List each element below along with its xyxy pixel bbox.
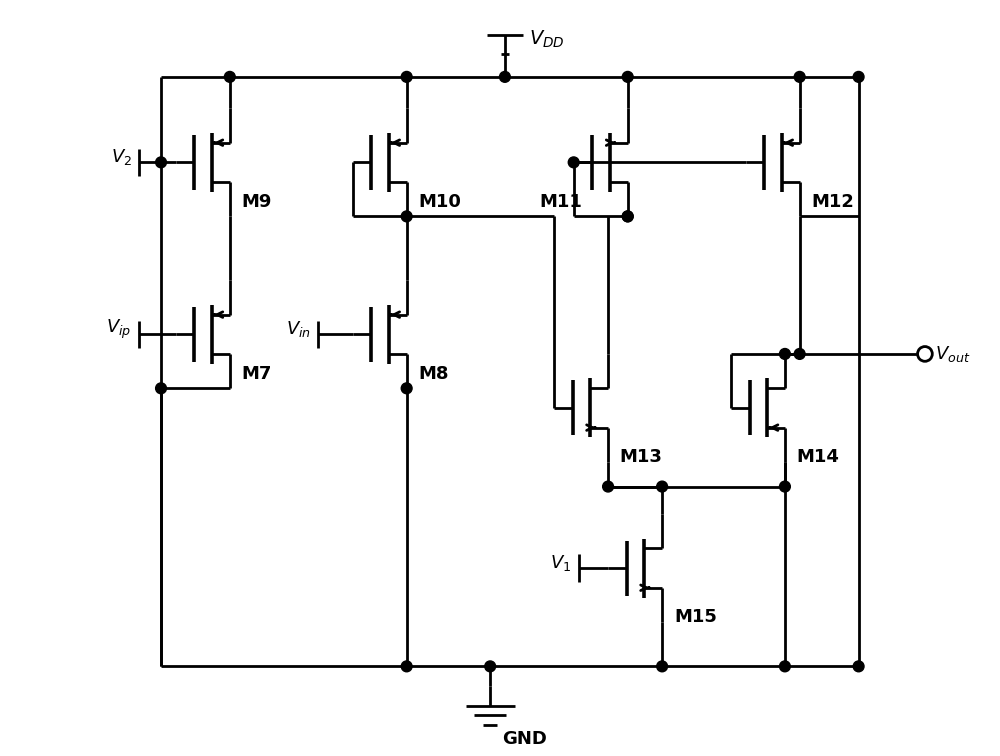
Circle shape xyxy=(622,211,633,222)
Text: M9: M9 xyxy=(242,193,272,211)
Circle shape xyxy=(156,383,166,394)
Text: M10: M10 xyxy=(418,193,461,211)
Circle shape xyxy=(780,481,790,492)
Text: M7: M7 xyxy=(242,364,272,383)
Text: M12: M12 xyxy=(811,193,854,211)
Circle shape xyxy=(485,661,496,672)
Circle shape xyxy=(568,157,579,168)
Text: $V_1$: $V_1$ xyxy=(550,553,571,573)
Circle shape xyxy=(622,72,633,82)
Text: M15: M15 xyxy=(674,609,717,626)
Circle shape xyxy=(918,346,932,361)
Circle shape xyxy=(853,661,864,672)
Text: M14: M14 xyxy=(797,448,840,466)
Circle shape xyxy=(401,72,412,82)
Circle shape xyxy=(657,481,668,492)
Circle shape xyxy=(401,211,412,222)
Circle shape xyxy=(401,383,412,394)
Circle shape xyxy=(794,349,805,359)
Text: M13: M13 xyxy=(620,448,663,466)
Circle shape xyxy=(401,661,412,672)
Text: $V_{ip}$: $V_{ip}$ xyxy=(106,318,132,341)
Text: $V_{out}$: $V_{out}$ xyxy=(935,344,971,364)
Text: M8: M8 xyxy=(418,364,449,383)
Circle shape xyxy=(853,72,864,82)
Text: $V_2$: $V_2$ xyxy=(111,147,132,167)
Text: GND: GND xyxy=(502,730,547,748)
Circle shape xyxy=(794,72,805,82)
Circle shape xyxy=(156,157,166,168)
Circle shape xyxy=(780,349,790,359)
Circle shape xyxy=(224,72,235,82)
Circle shape xyxy=(657,661,668,672)
Text: $V_{DD}$: $V_{DD}$ xyxy=(529,29,565,50)
Circle shape xyxy=(500,72,510,82)
Circle shape xyxy=(603,481,613,492)
Text: $V_{in}$: $V_{in}$ xyxy=(286,319,311,339)
Text: M11: M11 xyxy=(539,193,582,211)
Circle shape xyxy=(622,211,633,222)
Circle shape xyxy=(780,661,790,672)
